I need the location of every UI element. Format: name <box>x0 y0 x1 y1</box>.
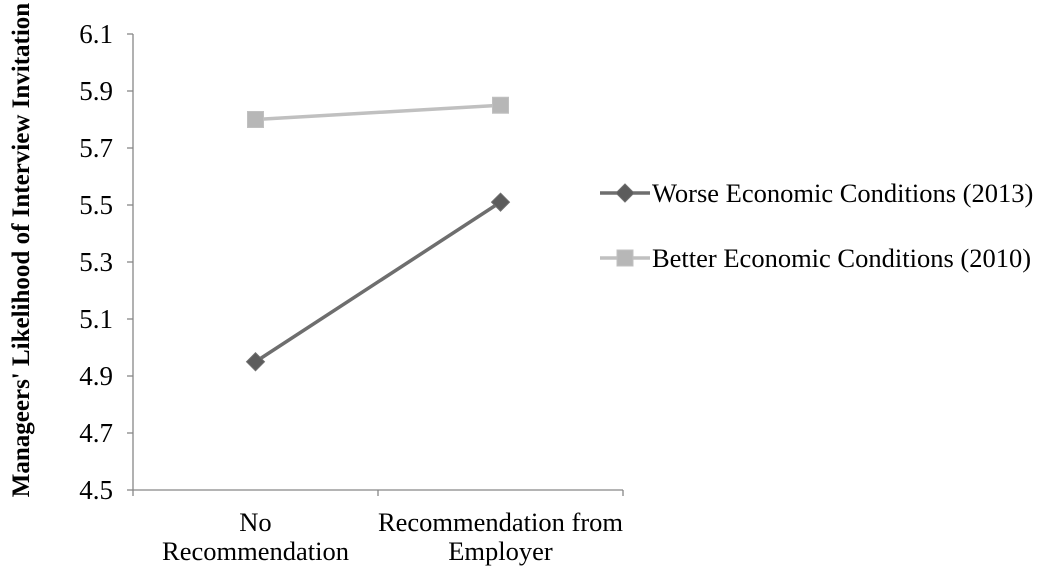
data-point <box>492 96 509 114</box>
y-tick-label: 4.7 <box>79 418 113 448</box>
data-point <box>247 111 264 128</box>
y-tick-label: 6.1 <box>79 19 113 49</box>
series-line <box>253 200 503 364</box>
y-axis-title: Manageers' Likelihood of Interview Invit… <box>8 3 35 498</box>
y-tick-label: 5.7 <box>79 133 113 163</box>
y-tick-label: 4.5 <box>79 475 113 505</box>
data-point <box>490 192 511 212</box>
y-tick-label: 5.3 <box>79 247 113 277</box>
y-tick-label: 5.1 <box>79 304 113 334</box>
legend-marker <box>615 183 635 203</box>
y-tick-label: 5.5 <box>79 190 113 220</box>
data-point <box>245 352 266 372</box>
legend-label: Better Economic Conditions (2010) <box>652 243 1031 273</box>
legend-label: Worse Economic Conditions (2013) <box>652 178 1033 208</box>
y-tick-label: 4.9 <box>79 361 113 391</box>
legend-marker <box>616 249 634 267</box>
series-line <box>253 103 503 122</box>
y-tick-label: 5.9 <box>79 76 113 106</box>
x-tick-label: No Recommendation <box>162 507 349 566</box>
x-tick-label: Recommendation from Employer <box>377 507 624 566</box>
